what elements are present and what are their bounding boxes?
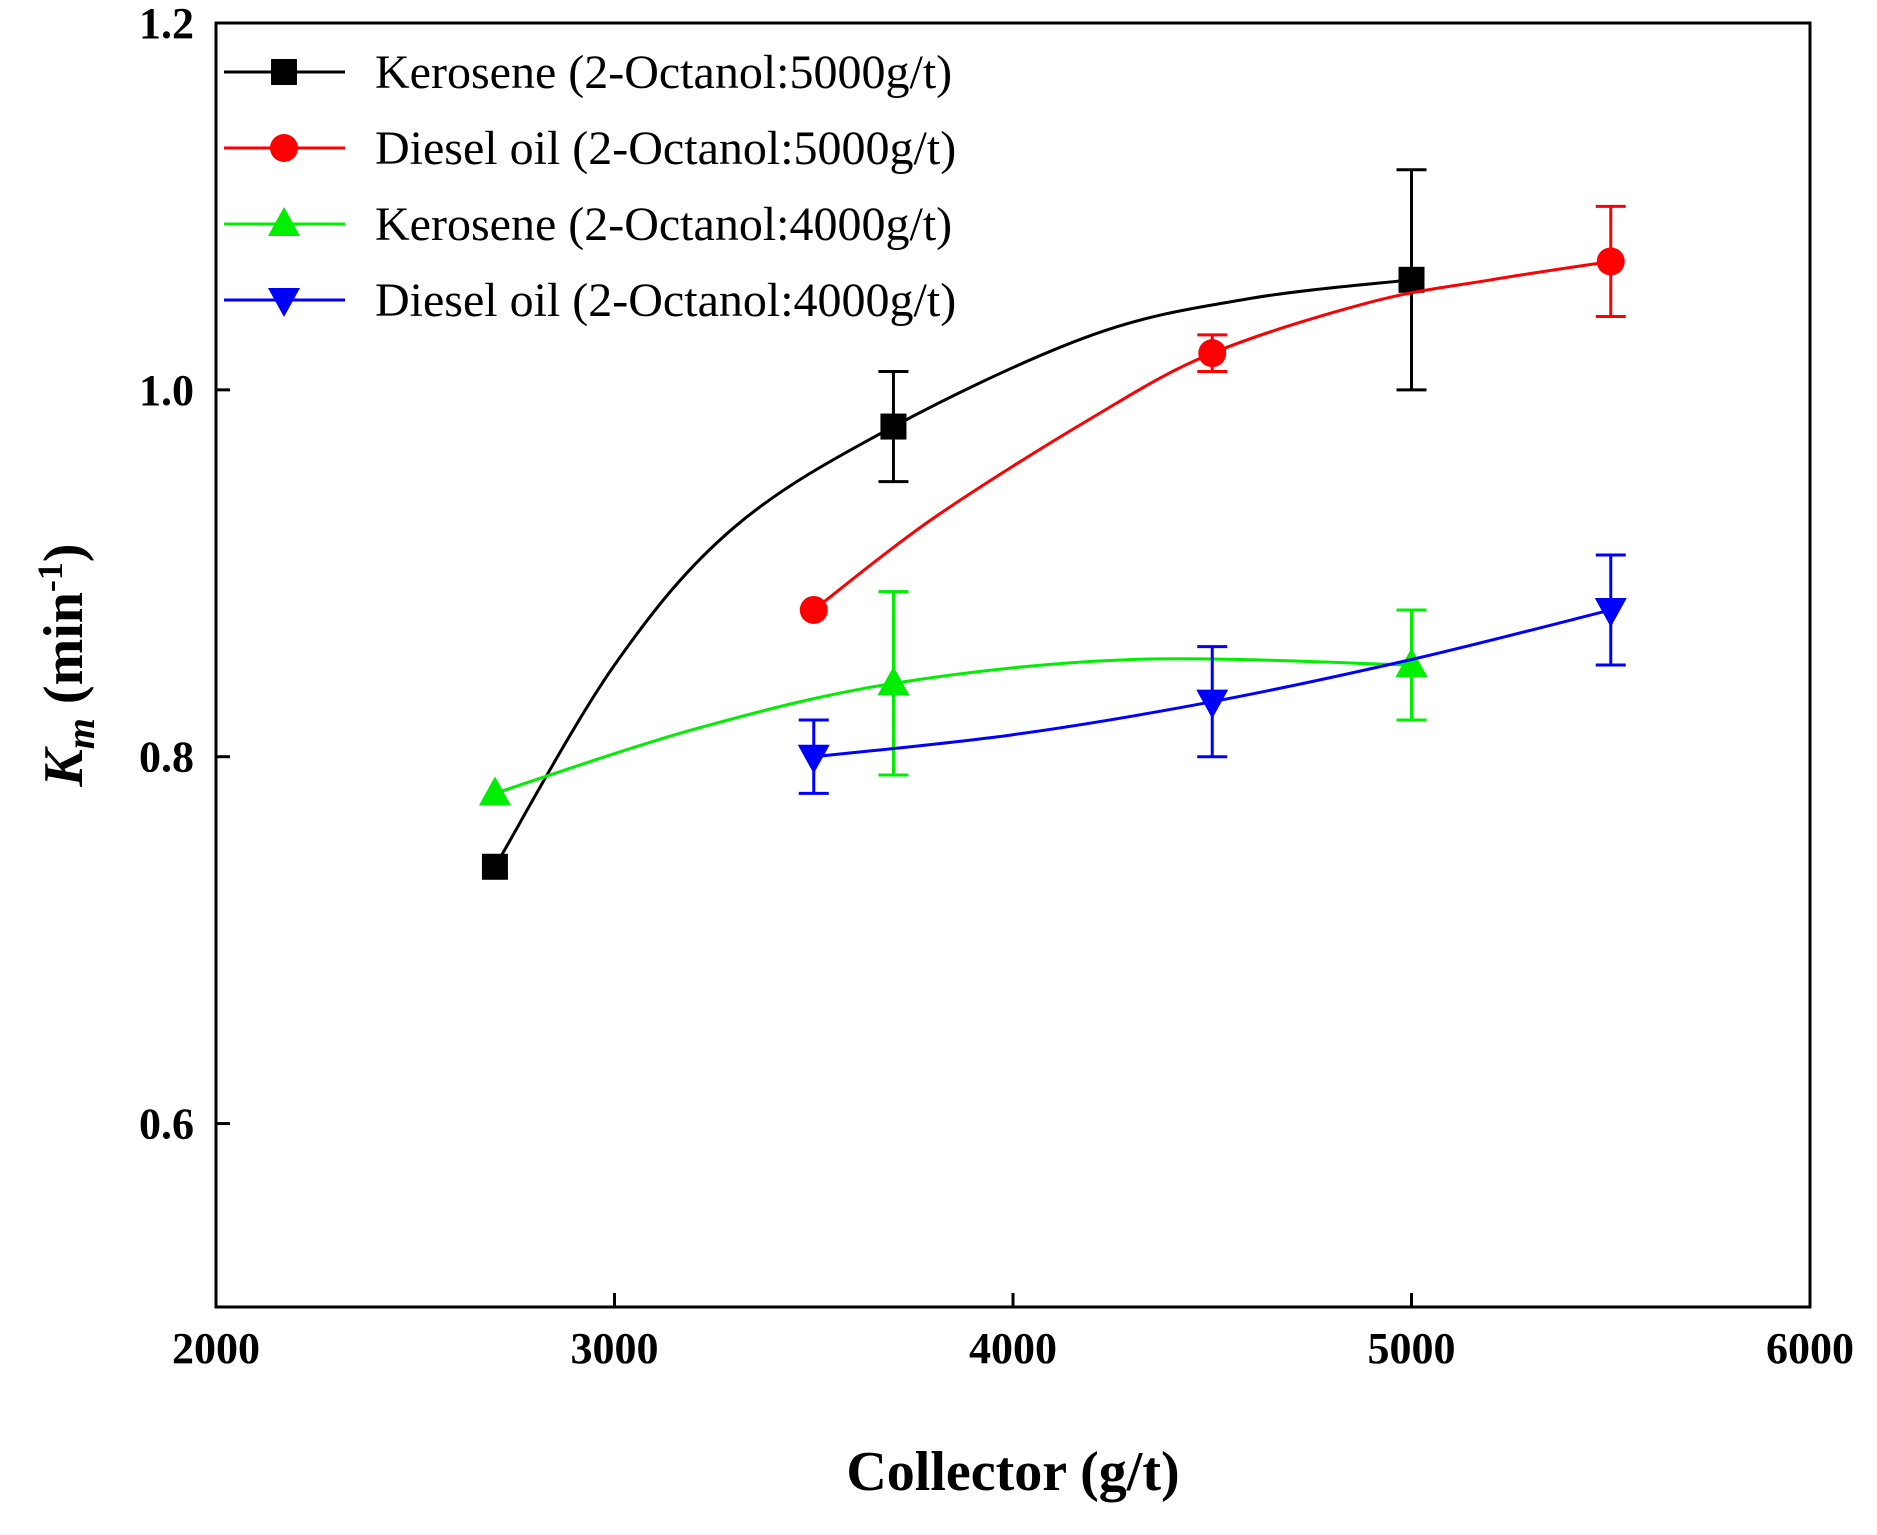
legend-marker	[270, 134, 298, 162]
series-1	[481, 168, 1427, 880]
data-point	[799, 595, 828, 624]
data-point	[797, 744, 830, 774]
legend-label: Kerosene (2-Octanol:4000g/t)	[375, 198, 952, 251]
series-3	[478, 590, 1428, 806]
y-tick-label: 0.6	[139, 1100, 194, 1149]
data-point	[880, 413, 907, 440]
y-axis: 0.6 0.8 1.0 1.2	[139, 0, 230, 1149]
y-axis-title: Km (min-1)	[30, 543, 103, 787]
legend-marker	[271, 59, 297, 85]
data-point	[1198, 339, 1227, 368]
data-point	[481, 853, 508, 880]
legend-label: Diesel oil (2-Octanol:4000g/t)	[375, 274, 956, 327]
data-point	[1398, 266, 1425, 293]
series-line	[494, 657, 1412, 795]
y-axis-title-exponent: -1	[30, 562, 70, 592]
data-point	[1594, 597, 1627, 627]
y-axis-title-close: )	[33, 543, 95, 562]
x-axis: 2000 3000 4000 5000 6000	[172, 1293, 1854, 1373]
series-4	[797, 553, 1627, 795]
y-tick-label: 1.0	[139, 366, 194, 415]
legend-label: Kerosene (2-Octanol:5000g/t)	[375, 46, 952, 99]
x-tick-label: 6000	[1766, 1324, 1854, 1373]
x-axis-title: Collector (g/t)	[846, 1441, 1179, 1503]
series-layer	[478, 168, 1627, 880]
y-tick-label: 0.8	[139, 733, 194, 782]
y-axis-title-unit: (min	[33, 592, 95, 718]
y-axis-title-subscript: m	[58, 718, 103, 749]
y-tick-label: 1.2	[139, 0, 194, 48]
y-axis-title-symbol: K	[33, 746, 95, 788]
data-point	[877, 666, 910, 696]
x-tick-label: 3000	[571, 1324, 659, 1373]
data-point	[1196, 689, 1229, 719]
data-point	[1395, 648, 1428, 677]
data-point	[1596, 247, 1625, 276]
legend-marker	[268, 207, 300, 236]
legend-marker	[268, 288, 300, 317]
series-line	[493, 278, 1412, 868]
data-point	[478, 776, 511, 806]
legend: Kerosene (2-Octanol:5000g/t) Diesel oil (…	[224, 46, 956, 327]
x-tick-label: 2000	[172, 1324, 260, 1373]
legend-label: Diesel oil (2-Octanol:5000g/t)	[375, 122, 956, 175]
series-2	[799, 204, 1626, 624]
x-tick-label: 4000	[969, 1324, 1057, 1373]
x-tick-label: 5000	[1368, 1324, 1456, 1373]
